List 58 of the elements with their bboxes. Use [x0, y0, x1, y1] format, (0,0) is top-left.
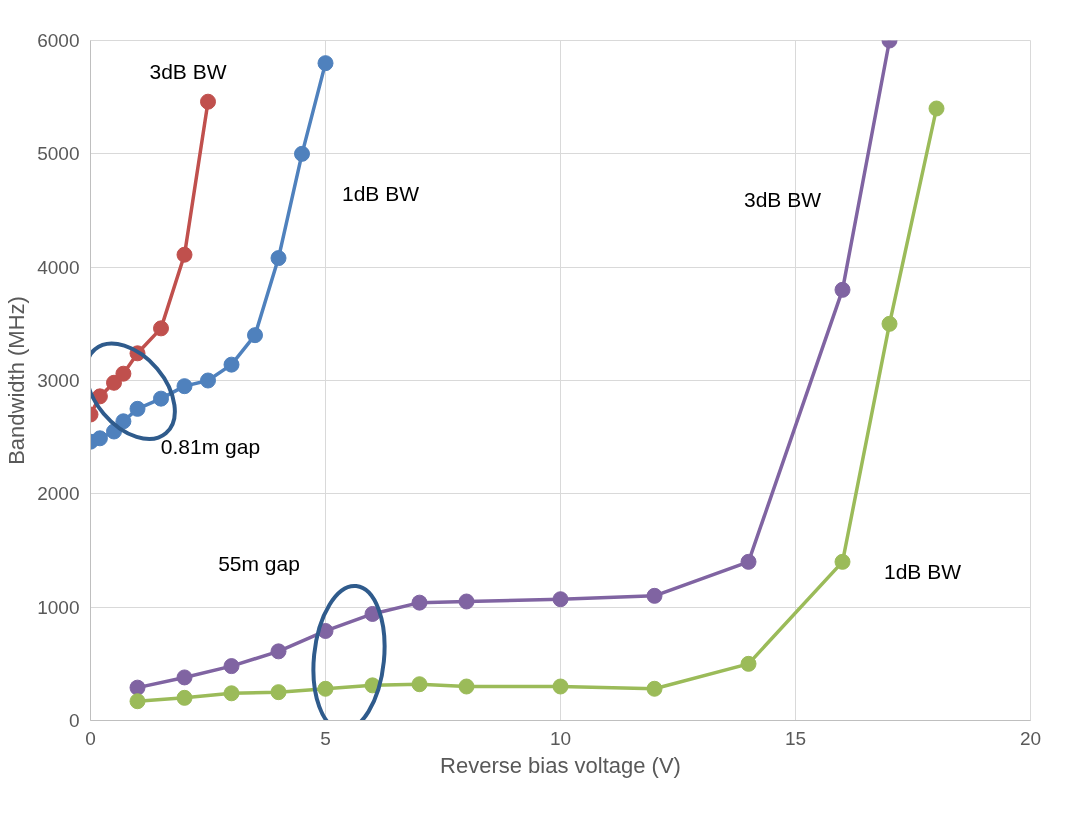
point — [176, 669, 193, 686]
series-label: 1dB BW — [883, 560, 962, 584]
point — [740, 553, 757, 570]
point — [176, 689, 193, 706]
annotation: 0.81m gap — [160, 434, 261, 458]
point — [91, 430, 108, 447]
point — [129, 400, 146, 417]
series-label: 3dB BW — [743, 188, 822, 212]
point — [223, 658, 240, 675]
point — [115, 413, 132, 430]
point — [270, 250, 287, 267]
point — [646, 680, 663, 697]
point — [834, 281, 851, 298]
point — [411, 676, 428, 693]
point — [294, 145, 310, 162]
y-axis-title: Bandwidth (MHz) — [4, 296, 30, 465]
point — [129, 679, 146, 696]
point — [115, 365, 132, 382]
point — [834, 553, 851, 570]
point — [928, 100, 945, 117]
point — [552, 678, 569, 695]
point — [317, 680, 334, 697]
annotation: 55m gap — [218, 551, 300, 575]
point — [270, 684, 287, 701]
x-axis-title: Reverse bias voltage (V) — [440, 752, 681, 778]
y-tick-label: 4000 — [37, 256, 80, 278]
point — [200, 372, 216, 389]
point — [270, 643, 287, 660]
y-tick-label: 5000 — [37, 143, 80, 165]
y-tick-label: 2000 — [37, 483, 80, 505]
y-tick-label: 3000 — [37, 370, 80, 391]
point — [458, 678, 475, 695]
y-tick-label: 0 — [68, 710, 80, 731]
point — [129, 693, 146, 710]
point — [153, 390, 169, 407]
point — [411, 594, 428, 611]
point — [247, 327, 263, 344]
x-tick-label: 0 — [85, 727, 96, 749]
y-tick-label: 1000 — [37, 596, 80, 618]
point — [176, 246, 193, 263]
y-tick-label: 6000 — [37, 30, 80, 51]
series-label: 1dB BW — [341, 181, 420, 205]
point — [176, 378, 193, 395]
point — [153, 320, 169, 337]
x-tick-label: 15 — [784, 727, 807, 749]
x-tick-label: 5 — [320, 727, 331, 749]
series-label: 3dB BW — [149, 60, 227, 84]
point — [646, 587, 663, 604]
point — [881, 315, 898, 332]
point — [740, 655, 757, 672]
x-tick-label: 20 — [1019, 727, 1042, 749]
point — [200, 93, 216, 110]
point — [317, 55, 334, 72]
point — [552, 591, 569, 608]
x-tick-label: 10 — [549, 727, 572, 749]
point — [223, 356, 240, 373]
point — [458, 593, 475, 610]
point — [223, 685, 240, 702]
